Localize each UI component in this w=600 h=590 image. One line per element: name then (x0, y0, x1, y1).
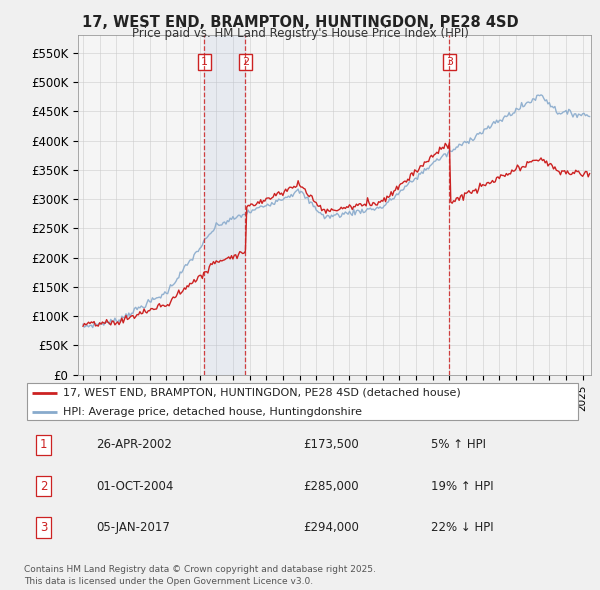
Text: £285,000: £285,000 (303, 480, 359, 493)
Text: 3: 3 (40, 521, 47, 534)
Text: 26-APR-2002: 26-APR-2002 (97, 438, 172, 451)
Text: This data is licensed under the Open Government Licence v3.0.: This data is licensed under the Open Gov… (24, 577, 313, 586)
Text: 3: 3 (446, 57, 453, 67)
Text: 5% ↑ HPI: 5% ↑ HPI (431, 438, 487, 451)
Text: Contains HM Land Registry data © Crown copyright and database right 2025.: Contains HM Land Registry data © Crown c… (24, 565, 376, 574)
Text: 2: 2 (242, 57, 249, 67)
Text: £173,500: £173,500 (303, 438, 359, 451)
Bar (205, 35, 245, 375)
Text: £294,000: £294,000 (303, 521, 359, 534)
Text: HPI: Average price, detached house, Huntingdonshire: HPI: Average price, detached house, Hunt… (63, 407, 362, 417)
Text: 22% ↓ HPI: 22% ↓ HPI (431, 521, 494, 534)
Text: 17, WEST END, BRAMPTON, HUNTINGDON, PE28 4SD (detached house): 17, WEST END, BRAMPTON, HUNTINGDON, PE28… (63, 388, 461, 398)
Text: 01-OCT-2004: 01-OCT-2004 (97, 480, 174, 493)
Text: 1: 1 (40, 438, 47, 451)
Text: 05-JAN-2017: 05-JAN-2017 (97, 521, 170, 534)
Text: 1: 1 (201, 57, 208, 67)
FancyBboxPatch shape (27, 384, 578, 420)
Text: 2: 2 (40, 480, 47, 493)
Text: Price paid vs. HM Land Registry's House Price Index (HPI): Price paid vs. HM Land Registry's House … (131, 27, 469, 40)
Text: 19% ↑ HPI: 19% ↑ HPI (431, 480, 494, 493)
Text: 17, WEST END, BRAMPTON, HUNTINGDON, PE28 4SD: 17, WEST END, BRAMPTON, HUNTINGDON, PE28… (82, 15, 518, 30)
